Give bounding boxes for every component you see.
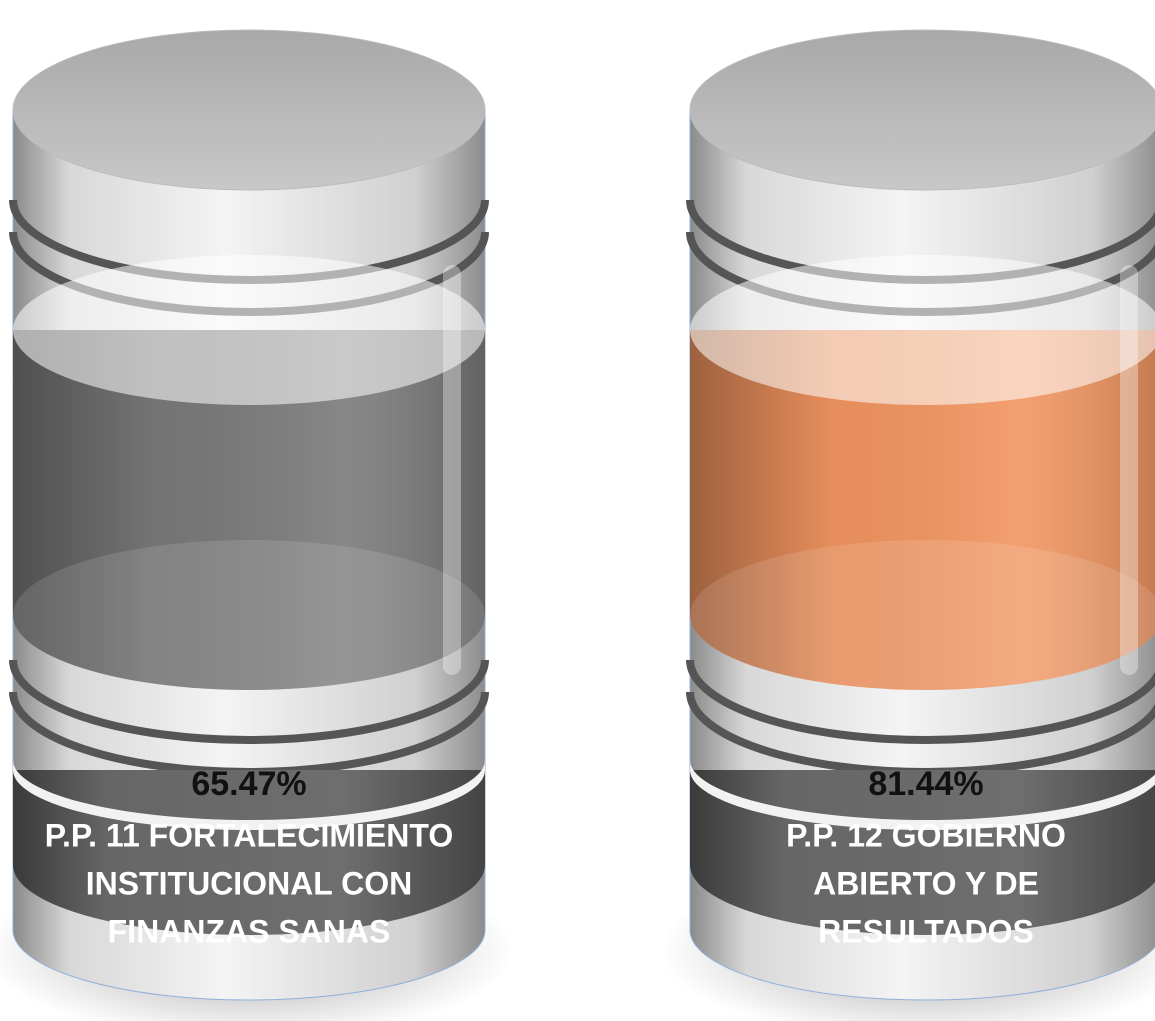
cylinder: 65.47% P.P. 11 FORTALECIMIENTO INSTITUCION… — [0, 29, 515, 1021]
program-label: INSTITUCIONAL CON — [86, 865, 413, 901]
percentage: 65.47% — [191, 765, 306, 803]
liquid-surface — [690, 255, 1155, 405]
cap-top — [689, 29, 1155, 191]
liquid-shade — [13, 330, 485, 690]
cap-top — [12, 29, 486, 191]
liquid-shade — [690, 330, 1155, 690]
liquid-bottom — [13, 540, 485, 690]
program-label: RESULTADOS — [818, 913, 1034, 949]
glass-highlight — [443, 265, 461, 675]
program-label: FINANZAS SANAS — [108, 913, 391, 949]
percentage: 81.44% — [868, 765, 983, 803]
program-label: P.P. 11 FORTALECIMIENTO — [45, 817, 453, 853]
glass-highlight — [1120, 265, 1138, 675]
label-band — [13, 770, 485, 935]
label-band-top — [13, 760, 485, 830]
ring — [9, 659, 489, 744]
ring — [686, 659, 1155, 744]
liquid-bottom — [690, 540, 1155, 690]
program-label: P.P. 12 GOBIERNO — [786, 817, 1066, 853]
cylinder: 81.44% P.P. 12 GOBIERNO ABIERTO Y DE RESULT… — [660, 29, 1155, 1021]
label-band — [690, 770, 1155, 935]
program-label: ABIERTO Y DE — [813, 865, 1039, 901]
label-band-top — [690, 760, 1155, 830]
liquid-surface — [13, 255, 485, 405]
